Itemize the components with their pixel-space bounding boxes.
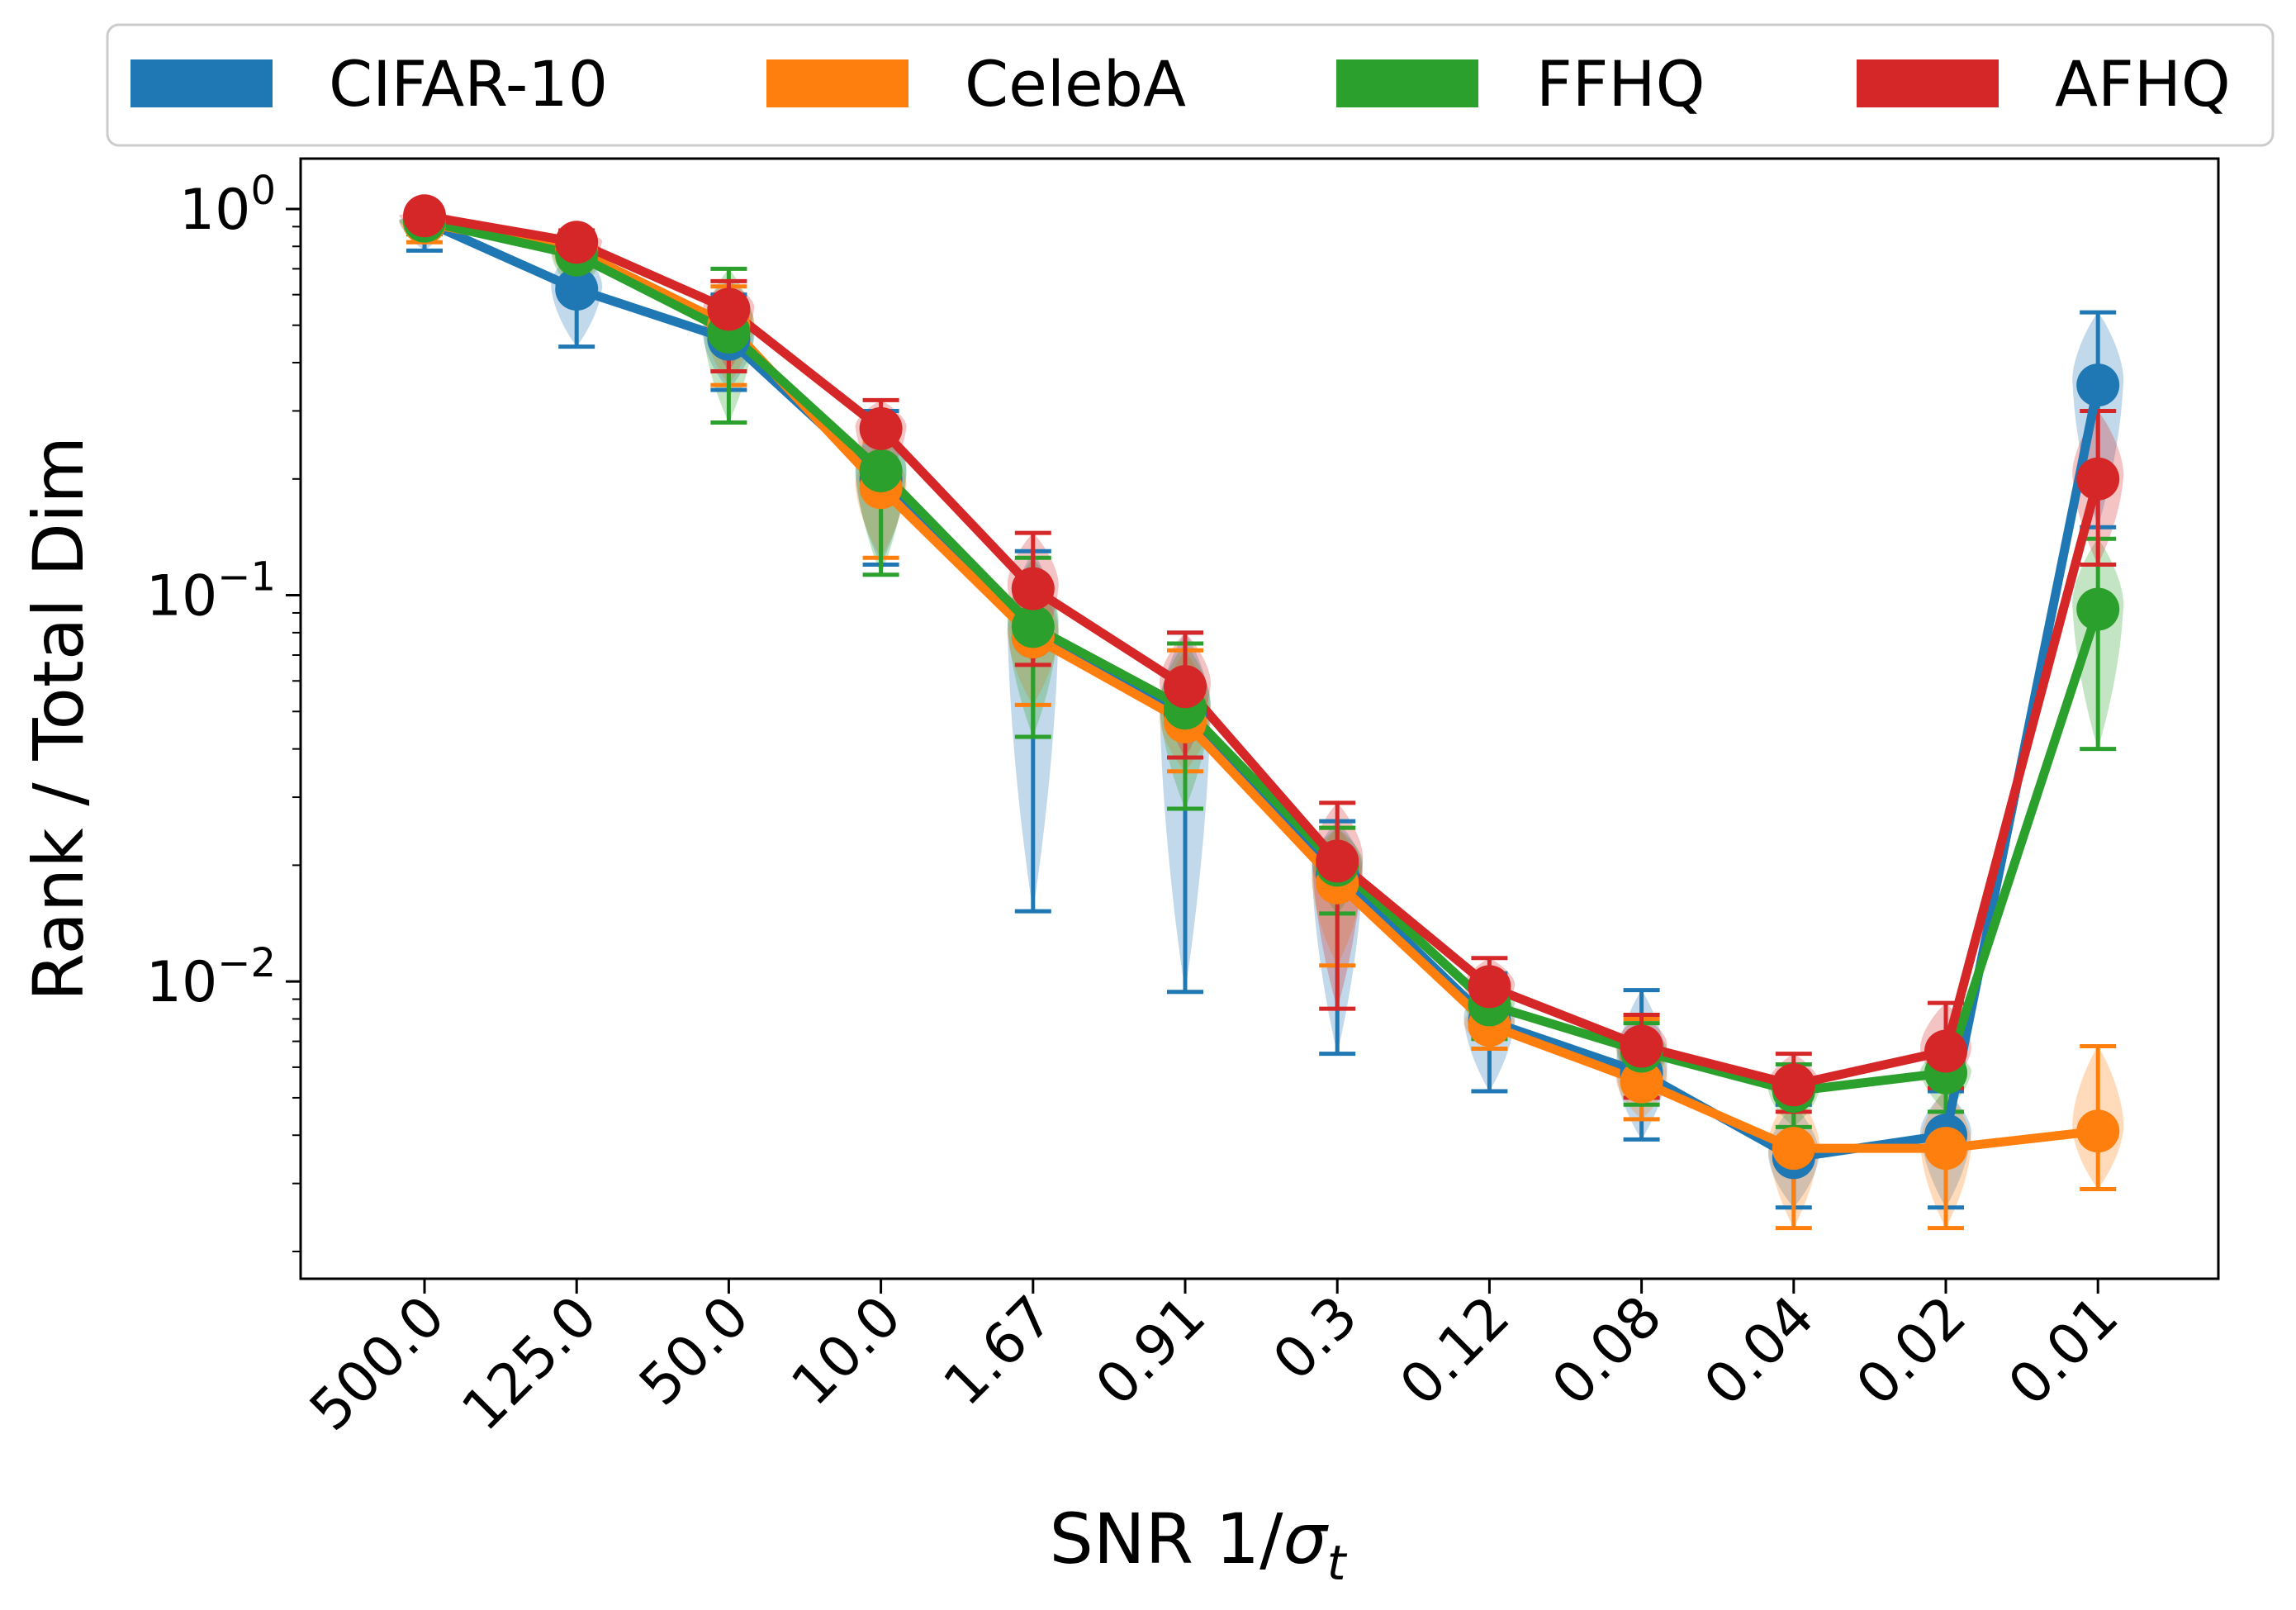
- data-point-afhq: [2076, 457, 2120, 501]
- x-tick-label: 0.02: [1844, 1284, 1979, 1418]
- legend-swatch-afhq: [1857, 59, 1999, 107]
- data-point-afhq: [1316, 839, 1359, 883]
- data-point-afhq: [403, 194, 446, 238]
- data-point-afhq: [1924, 1029, 1967, 1073]
- y-tick-label: 10−2: [146, 940, 276, 1015]
- series-line-afhq: [420, 211, 2103, 1090]
- legend-swatch-ffhq: [1336, 59, 1478, 107]
- violin-layer: [399, 212, 2124, 1228]
- legend-frame: [106, 23, 2275, 147]
- data-point-afhq: [1011, 567, 1055, 610]
- errorbar-layer: [406, 210, 2117, 1231]
- data-point-ffhq: [2076, 587, 2120, 631]
- series-line-ffhq: [420, 216, 2103, 1096]
- y-tick-label: 10−1: [146, 554, 276, 629]
- legend-label-ffhq: FFHQ: [1536, 47, 1705, 121]
- x-tick-label: 125.0: [450, 1284, 610, 1444]
- data-point-afhq: [1772, 1063, 1815, 1107]
- data-point-afhq: [859, 406, 903, 450]
- x-tick-label: 0.01: [1996, 1284, 2131, 1418]
- x-tick-label: 0.04: [1692, 1284, 1827, 1418]
- legend-swatch-cifar-10: [130, 59, 273, 107]
- x-tick-label: 500.0: [298, 1284, 458, 1444]
- legend-label-cifar-10: CIFAR-10: [329, 47, 608, 121]
- x-tick-label: 0.12: [1388, 1284, 1522, 1418]
- data-point-ffhq: [859, 449, 903, 492]
- legend-label-celeba: CelebA: [965, 47, 1186, 121]
- x-tick-label: 0.08: [1540, 1284, 1675, 1418]
- y-axis-label: Rank / Total Dim: [18, 436, 99, 1001]
- y-axis: 100 10−1 10−2: [146, 168, 301, 1252]
- x-axis-label: SNR 1/σt: [1050, 1498, 1348, 1591]
- data-point-celeba: [1620, 1060, 1663, 1104]
- y-tick-label: 100: [179, 168, 276, 243]
- x-tick-label: 0.91: [1084, 1284, 1218, 1418]
- plot-frame: [299, 157, 2220, 1280]
- data-point-afhq: [1620, 1024, 1663, 1068]
- series-line-cifar-10: [420, 216, 2103, 1162]
- legend-label-afhq: AFHQ: [2055, 47, 2231, 121]
- data-point-celeba: [1772, 1127, 1815, 1171]
- x-tick-label: 1.67: [932, 1284, 1066, 1418]
- data-point-celeba: [2076, 1109, 2120, 1153]
- data-point-celeba: [1924, 1127, 1967, 1171]
- legend-swatch-celeba: [766, 59, 908, 107]
- data-point-afhq: [707, 287, 751, 331]
- x-tick-label: 0.3: [1261, 1284, 1370, 1393]
- series-line-celeba: [420, 218, 2103, 1153]
- data-point-cifar-10: [555, 268, 599, 311]
- data-point-afhq: [1468, 965, 1511, 1009]
- data-point-cifar-10: [2076, 363, 2120, 407]
- series-markers: [403, 194, 2120, 1180]
- x-tick-label: 10.0: [780, 1284, 914, 1418]
- series-lines: [420, 211, 2103, 1162]
- data-point-afhq: [1164, 665, 1207, 709]
- legend: CIFAR-10 CelebA FFHQ AFHQ: [106, 23, 2275, 147]
- x-tick-label: 50.0: [627, 1284, 761, 1418]
- data-point-ffhq: [1011, 605, 1055, 648]
- data-point-afhq: [555, 221, 599, 264]
